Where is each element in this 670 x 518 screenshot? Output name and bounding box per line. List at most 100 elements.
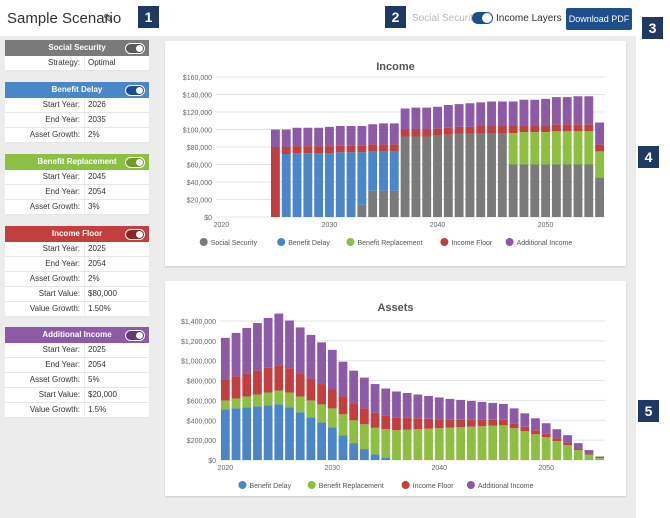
row-value[interactable]: 2045 <box>84 170 149 184</box>
row-value[interactable]: 1.50% <box>84 302 149 316</box>
bar-segment <box>263 367 273 393</box>
bar-segment <box>530 99 540 126</box>
bar-segment <box>573 448 583 451</box>
bar-segment <box>381 415 391 430</box>
bar-segment <box>499 425 508 460</box>
legend-label: Benefit Replacement <box>319 483 384 490</box>
bar-segment <box>562 124 572 132</box>
bar-segment <box>402 429 412 460</box>
bar-segment <box>389 190 399 217</box>
bar-segment <box>508 101 518 126</box>
bar-segment <box>306 378 316 401</box>
bar-segment <box>274 390 284 405</box>
row-value[interactable]: $20,000 <box>84 388 149 402</box>
bar-segment <box>413 418 423 430</box>
x-tick-label: 2030 <box>322 222 338 229</box>
bar-segment <box>456 427 466 460</box>
row-value[interactable]: 2% <box>84 272 149 286</box>
bar-segment <box>325 126 334 147</box>
panel-row: Value Growth: 1.5% <box>5 403 149 418</box>
row-value[interactable]: 2054 <box>84 358 149 372</box>
social-security-toggle-label: Social Security <box>412 13 479 24</box>
bar-segment <box>562 131 572 165</box>
row-label: End Year: <box>45 360 80 369</box>
panel-toggle[interactable] <box>125 85 145 96</box>
row-value[interactable]: 2025 <box>84 242 149 256</box>
row-label: Start Year: <box>42 244 80 253</box>
bar-segment <box>349 370 359 404</box>
bar-segment <box>346 145 356 153</box>
row-label: Asset Growth: <box>29 202 80 211</box>
y-tick-label: $1,000,000 <box>181 359 216 366</box>
toggle-knob <box>482 13 492 23</box>
bar-segment <box>346 152 356 217</box>
row-value[interactable]: 2025 <box>84 343 149 357</box>
row-value[interactable]: 2026 <box>84 98 149 112</box>
bar-segment <box>274 365 284 391</box>
row-value[interactable]: 5% <box>84 373 149 387</box>
bar-segment <box>281 154 291 217</box>
panel-toggle[interactable] <box>125 330 145 341</box>
row-value[interactable]: 1.5% <box>84 403 149 417</box>
row-value[interactable]: 3% <box>84 200 149 214</box>
legend-swatch <box>277 238 286 246</box>
bar-segment <box>530 132 540 165</box>
bar-segment <box>379 144 388 152</box>
pencil-edit-icon[interactable]: ✎ <box>103 11 114 26</box>
bar-segment <box>413 394 423 419</box>
bar-segment <box>573 164 583 217</box>
bar-segment <box>531 434 540 460</box>
row-value[interactable]: 2054 <box>84 185 149 199</box>
panel-toggle[interactable] <box>125 157 145 168</box>
y-tick-label: $160,000 <box>183 75 212 82</box>
row-value[interactable]: Optimal <box>84 56 149 70</box>
bar-segment <box>520 431 530 460</box>
bar-segment <box>445 427 455 460</box>
bar-segment <box>295 412 305 460</box>
panel-row: Start Year: 2026 <box>5 98 149 113</box>
bar-segment <box>456 419 466 428</box>
panel-toggle[interactable] <box>125 229 145 240</box>
panel-toggle[interactable] <box>125 43 145 54</box>
bar-segment <box>317 422 326 460</box>
bar-segment <box>519 125 529 133</box>
bar-segment <box>584 450 594 454</box>
legend-swatch <box>505 238 514 246</box>
x-tick-label: 2020 <box>214 222 230 229</box>
y-tick-label: $800,000 <box>187 379 216 386</box>
y-tick-label: $60,000 <box>187 163 212 170</box>
bar-segment <box>379 123 388 145</box>
bar-segment <box>381 429 391 459</box>
y-tick-label: $400,000 <box>187 418 216 425</box>
download-pdf-button[interactable]: Download PDF <box>566 8 632 30</box>
bar-segment <box>368 190 378 217</box>
bar-segment <box>368 151 378 191</box>
bar-segment <box>530 125 540 133</box>
bar-segment <box>338 414 348 436</box>
bar-segment <box>488 402 498 420</box>
bar-segment <box>271 129 280 147</box>
bar-segment <box>476 133 486 217</box>
legend-label: Income Floor <box>413 483 455 490</box>
bar-segment <box>541 98 550 126</box>
bar-segment <box>465 133 475 217</box>
legend-swatch <box>238 481 247 489</box>
row-value[interactable]: $80,000 <box>84 287 149 301</box>
income-chart: $0 $20,000 $40,000 $60,000 $80,000 $100,000 $1… <box>183 75 605 247</box>
bar-segment <box>443 134 453 217</box>
y-tick-label: $600,000 <box>187 398 216 405</box>
bar-segment <box>531 418 540 431</box>
row-value[interactable]: 2% <box>84 128 149 142</box>
row-value[interactable]: 2054 <box>84 257 149 271</box>
panel-row: End Year: 2054 <box>5 358 149 373</box>
bar-segment <box>303 153 313 217</box>
bar-segment <box>573 131 583 165</box>
income-chart-title: Income <box>376 61 415 73</box>
bar-segment <box>231 398 241 409</box>
row-value[interactable]: 2035 <box>84 113 149 127</box>
bar-segment <box>411 136 421 217</box>
layer-view-toggle[interactable] <box>472 12 493 24</box>
bar-segment <box>359 424 369 450</box>
bar-segment <box>346 126 356 146</box>
legend-label: Benefit Replacement <box>358 240 423 247</box>
